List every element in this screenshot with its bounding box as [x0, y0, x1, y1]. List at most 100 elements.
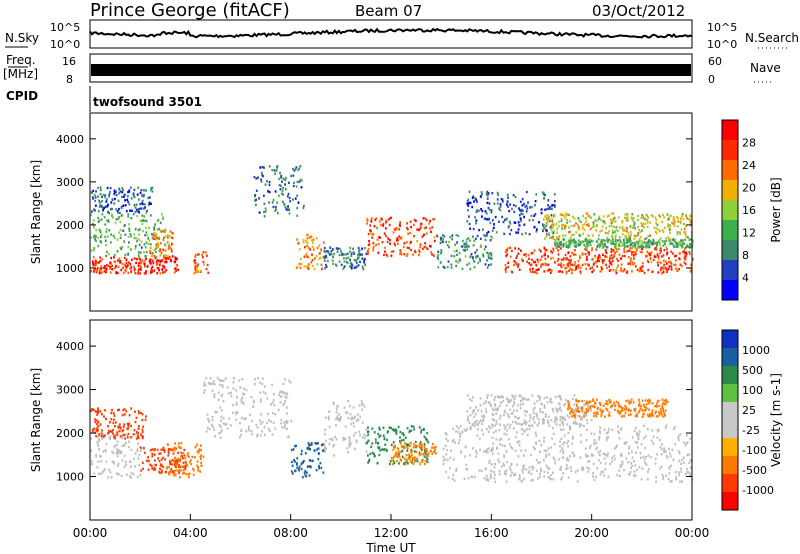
- range-cell: [180, 442, 183, 445]
- range-cell: [630, 462, 633, 465]
- range-cell: [212, 425, 214, 429]
- range-cell: [149, 188, 152, 192]
- range-cell: [398, 235, 400, 238]
- range-cell: [651, 270, 654, 273]
- range-cell: [502, 220, 505, 224]
- range-cell: [318, 466, 320, 470]
- range-cell: [446, 244, 449, 247]
- range-cell: [569, 240, 572, 243]
- range-cell: [273, 169, 276, 172]
- range-cell: [200, 457, 202, 460]
- range-cell: [529, 414, 532, 417]
- range-cell: [663, 449, 666, 452]
- range-cell: [200, 461, 203, 464]
- range-cell: [641, 247, 644, 251]
- range-cell: [133, 269, 136, 272]
- range-cell: [112, 234, 115, 237]
- range-cell: [544, 253, 546, 257]
- range-cell: [672, 217, 675, 220]
- range-cell: [649, 257, 652, 260]
- range-cell: [598, 217, 600, 221]
- range-cell: [614, 243, 617, 246]
- range-cell: [675, 242, 678, 245]
- range-cell: [673, 240, 676, 243]
- range-cell: [486, 190, 489, 194]
- range-cell: [363, 260, 365, 264]
- range-cell: [486, 197, 489, 200]
- range-cell: [459, 433, 462, 436]
- range-cell: [149, 262, 152, 265]
- range-cell: [552, 224, 555, 227]
- range-cell: [393, 461, 396, 465]
- range-cell: [559, 445, 561, 448]
- range-cell: [598, 401, 601, 405]
- range-cell: [175, 469, 177, 472]
- range-cell: [531, 465, 533, 468]
- range-cell: [349, 250, 351, 253]
- range-cell: [638, 411, 640, 414]
- range-cell: [420, 453, 422, 456]
- range-cell: [98, 199, 100, 202]
- range-cell: [143, 451, 146, 454]
- range-cell: [547, 447, 550, 450]
- range-cell: [557, 253, 560, 256]
- range-cell: [574, 415, 577, 418]
- range-cell: [585, 267, 587, 270]
- range-cell: [532, 446, 535, 449]
- range-cell: [626, 408, 628, 411]
- range-cell: [108, 211, 110, 215]
- range-cell: [206, 254, 208, 257]
- range-cell: [118, 423, 121, 426]
- range-cell: [352, 251, 355, 254]
- range-cell: [540, 265, 542, 269]
- range-cell: [509, 255, 512, 258]
- range-cell: [484, 234, 487, 238]
- range-cell: [443, 266, 446, 269]
- range-cell: [500, 438, 503, 441]
- range-cell: [273, 403, 276, 407]
- range-cell: [498, 220, 500, 223]
- range-cell: [286, 421, 288, 425]
- range-cell: [547, 467, 549, 470]
- range-cell: [330, 253, 333, 256]
- range-cell: [328, 253, 331, 256]
- range-cell: [108, 431, 110, 434]
- range-cell: [402, 446, 405, 450]
- range-cell: [612, 249, 615, 252]
- range-cell: [119, 228, 122, 232]
- range-cell: [393, 228, 396, 231]
- range-cell: [620, 267, 622, 270]
- range-cell: [476, 255, 479, 258]
- range-cell: [160, 464, 163, 467]
- range-cell: [103, 270, 106, 273]
- range-cell: [591, 266, 594, 269]
- range-cell: [545, 229, 547, 232]
- range-cell: [385, 219, 388, 222]
- range-cell: [473, 266, 476, 269]
- range-cell: [650, 240, 652, 243]
- range-cell: [365, 450, 368, 453]
- range-cell: [105, 271, 107, 274]
- range-cell: [327, 249, 329, 253]
- range-cell: [144, 246, 147, 249]
- range-cell: [660, 271, 663, 275]
- range-cell: [434, 452, 437, 455]
- range-cell: [366, 442, 368, 445]
- range-cell: [560, 242, 563, 246]
- range-cell: [514, 473, 517, 477]
- range-cell: [402, 432, 404, 435]
- range-cell: [664, 260, 667, 263]
- range-cell: [415, 450, 418, 454]
- range-cell: [90, 236, 92, 239]
- range-cell: [100, 241, 102, 244]
- range-cell: [142, 219, 145, 222]
- range-cell: [126, 436, 129, 439]
- range-cell: [562, 456, 565, 459]
- range-cell: [258, 197, 260, 200]
- range-cell: [116, 250, 119, 253]
- range-cell: [630, 466, 632, 470]
- range-cell: [632, 220, 635, 224]
- range-cell: [640, 216, 643, 220]
- range-cell: [116, 431, 119, 434]
- range-cell: [678, 438, 680, 442]
